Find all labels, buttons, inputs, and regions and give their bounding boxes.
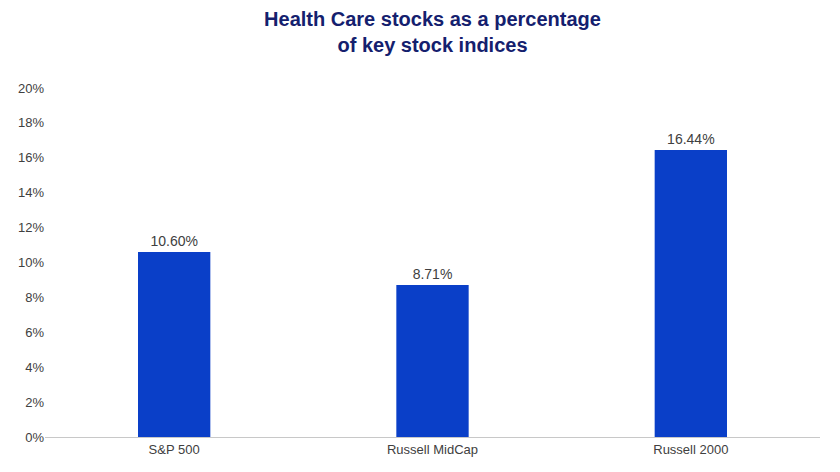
svg-text:6%: 6% — [25, 325, 44, 340]
svg-text:20%: 20% — [18, 81, 44, 96]
svg-text:12%: 12% — [18, 220, 44, 235]
svg-text:2%: 2% — [25, 395, 44, 410]
svg-text:4%: 4% — [25, 360, 44, 375]
svg-text:16.44%: 16.44% — [667, 131, 714, 147]
svg-text:8.71%: 8.71% — [413, 266, 453, 282]
svg-text:Russell MidCap: Russell MidCap — [387, 442, 478, 457]
svg-text:Health Care stocks as a percen: Health Care stocks as a percentageof key… — [264, 8, 601, 56]
svg-text:10.60%: 10.60% — [150, 233, 197, 249]
svg-text:8%: 8% — [25, 290, 44, 305]
svg-text:Russell 2000: Russell 2000 — [653, 442, 728, 457]
svg-text:S&P 500: S&P 500 — [149, 442, 200, 457]
svg-text:16%: 16% — [18, 150, 44, 165]
svg-text:14%: 14% — [18, 185, 44, 200]
svg-text:0%: 0% — [25, 430, 44, 445]
svg-text:18%: 18% — [18, 115, 44, 130]
svg-text:10%: 10% — [18, 255, 44, 270]
